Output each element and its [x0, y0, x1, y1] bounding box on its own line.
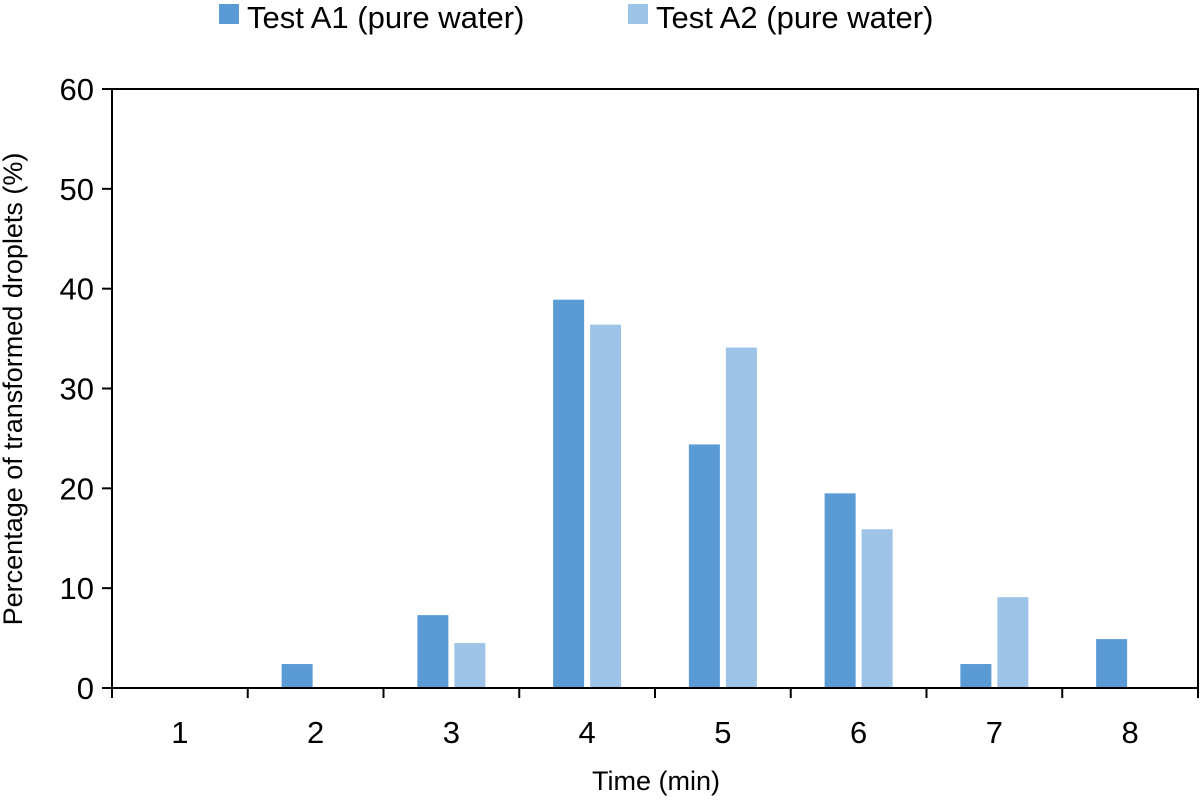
bar-series-1-time-3 — [417, 615, 449, 688]
x-tick-label: 3 — [443, 715, 460, 750]
legend-swatch-series-2 — [628, 4, 648, 24]
y-tick-label: 40 — [60, 272, 94, 307]
bar-series-1-time-2 — [281, 664, 313, 688]
legend-swatch-series-1 — [219, 4, 239, 24]
bar-series-1-time-6 — [824, 493, 856, 688]
x-axis-title: Time (min) — [592, 766, 720, 796]
bar-series-1-time-4 — [553, 299, 585, 688]
bar-series-2-time-3 — [454, 643, 486, 688]
legend-label-series-1: Test A1 (pure water) — [247, 0, 524, 35]
y-tick-label: 20 — [60, 471, 94, 506]
axes-layer — [102, 88, 1199, 698]
tick-labels-layer: 0 10 20 30 40 50 60 1 2 3 4 5 6 7 8 — [60, 72, 1139, 750]
y-tick-label: 0 — [77, 671, 94, 706]
x-tick-label: 8 — [1122, 715, 1139, 750]
bar-series-1-time-5 — [688, 444, 720, 688]
y-tick-label: 50 — [60, 172, 94, 207]
y-tick-label: 30 — [60, 372, 94, 407]
bar-series-1-time-7 — [960, 664, 992, 688]
x-tick-label: 2 — [307, 715, 324, 750]
bar-series-2-time-7 — [997, 597, 1029, 688]
legend: Test A1 (pure water) Test A2 (pure water… — [219, 0, 933, 35]
plot-area-border — [111, 88, 1199, 689]
y-tick-label: 10 — [60, 571, 94, 606]
x-tick-label: 4 — [579, 715, 596, 750]
bar-series-2-time-5 — [725, 347, 757, 688]
x-tick-label: 6 — [850, 715, 867, 750]
x-tick-label: 7 — [986, 715, 1003, 750]
bars-layer — [281, 299, 1128, 688]
x-tick-label: 1 — [171, 715, 188, 750]
bar-series-2-time-6 — [861, 529, 893, 688]
y-axis-title: Percentage of transformed droplets (%) — [0, 153, 28, 626]
y-tick-label: 60 — [60, 72, 94, 107]
bar-series-1-time-8 — [1096, 639, 1128, 688]
bar-series-2-time-4 — [590, 324, 622, 688]
x-tick-label: 5 — [714, 715, 731, 750]
legend-label-series-2: Test A2 (pure water) — [656, 0, 933, 35]
